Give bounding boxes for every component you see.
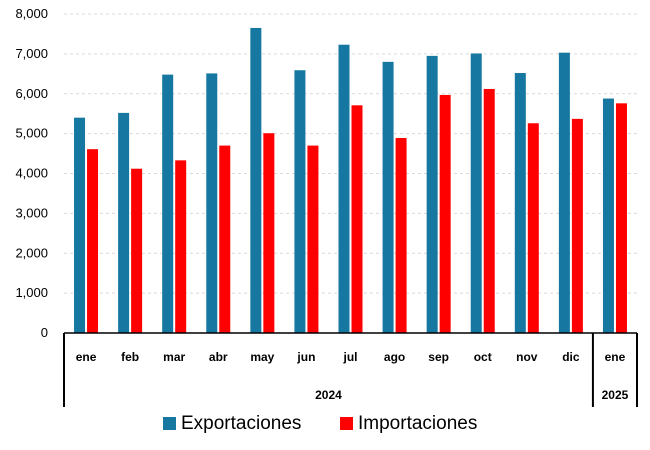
y-tick-label: 5,000 [15, 126, 48, 141]
bar-importaciones [307, 145, 319, 333]
grid-lines [64, 13, 637, 294]
y-tick-label: 0 [41, 325, 48, 340]
bar-exportaciones [382, 61, 394, 333]
bar-importaciones [351, 105, 363, 333]
x-axis-category-labels: ene feb mar abr may jun jul ago sep oct nov dic ene [76, 350, 626, 364]
bar-exportaciones [602, 98, 614, 333]
bar-exportaciones [206, 73, 218, 333]
bar-exportaciones [426, 55, 438, 334]
y-axis-tick-labels: 0 1,000 2,000 3,000 4,000 5,000 6,000 7,000 8,00… [15, 6, 48, 340]
x-category-label: mar [163, 350, 185, 364]
x-group-label: 2024 [315, 388, 342, 402]
x-category-label: abr [209, 350, 228, 364]
bar-importaciones [483, 88, 495, 333]
y-tick-label: 2,000 [15, 245, 48, 260]
bar-importaciones [175, 160, 187, 333]
x-group-label: 2025 [602, 388, 629, 402]
x-category-label: ene [76, 350, 97, 364]
bar-importaciones [615, 103, 627, 333]
x-category-label: jul [343, 350, 358, 364]
bar-exportaciones [558, 52, 570, 334]
bar-importaciones [395, 138, 407, 333]
x-category-label: oct [474, 350, 492, 364]
bar-exportaciones [514, 73, 526, 333]
x-axis [63, 332, 638, 407]
x-category-label: ene [605, 350, 626, 364]
bar-importaciones [263, 133, 275, 333]
y-tick-label: 4,000 [15, 166, 48, 181]
legend-label-exportaciones: Exportaciones [181, 413, 301, 434]
y-tick-label: 8,000 [15, 6, 48, 21]
y-tick-label: 6,000 [15, 86, 48, 101]
x-axis-group-labels: 2024 2025 [315, 388, 629, 402]
bar-exportaciones [470, 53, 482, 333]
bar-exportaciones [162, 74, 174, 334]
x-category-label: may [250, 350, 274, 364]
bar-importaciones [131, 168, 143, 333]
legend-label-importaciones: Importaciones [358, 413, 477, 434]
legend: Exportaciones Importaciones [163, 413, 477, 434]
x-category-label: sep [428, 350, 449, 364]
bar-importaciones [219, 145, 231, 333]
x-category-label: ago [384, 350, 405, 364]
bar-exportaciones [250, 27, 262, 334]
x-category-label: nov [516, 350, 538, 364]
bar-exportaciones [294, 70, 306, 333]
bar-exportaciones [338, 44, 350, 334]
x-category-label: feb [121, 350, 139, 364]
bar-importaciones [571, 118, 583, 333]
y-tick-label: 7,000 [15, 46, 48, 61]
legend-swatch-importaciones [340, 417, 353, 430]
bar-importaciones [527, 123, 539, 333]
y-tick-label: 3,000 [15, 205, 48, 220]
bars [74, 27, 627, 334]
bar-importaciones [87, 149, 99, 333]
bar-exportaciones [74, 117, 86, 333]
bar-importaciones [439, 94, 451, 333]
y-tick-label: 1,000 [15, 285, 48, 300]
x-category-label: dic [562, 350, 580, 364]
bar-exportaciones [118, 112, 130, 333]
legend-swatch-exportaciones [163, 417, 176, 430]
x-category-label: jun [296, 350, 315, 364]
